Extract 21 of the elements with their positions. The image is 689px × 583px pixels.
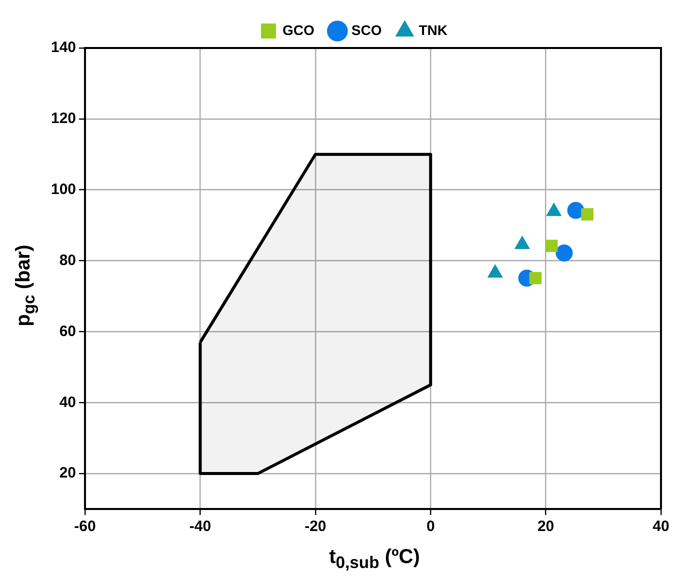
x-tick-label: -20 (304, 518, 326, 536)
legend-label: TNK (418, 22, 448, 38)
y-tick-label: 120 (50, 110, 76, 128)
y-tick-label: 140 (50, 39, 76, 56)
x-tick-label: -40 (189, 518, 212, 536)
point (545, 240, 558, 252)
y-tick-label: 100 (50, 180, 76, 198)
x-tick-label: 20 (537, 518, 554, 536)
point (556, 244, 573, 262)
x-axis-title: t$_{0,sub}$ (ºC) (328, 546, 421, 573)
point (529, 272, 542, 284)
legend-label: GCO (282, 22, 314, 38)
y-tick-label: 20 (59, 464, 76, 482)
x-tick-label: 0 (426, 518, 435, 536)
x-tick-label: -60 (74, 518, 96, 536)
x-tick-label: 40 (652, 518, 670, 536)
y-tick-label: 60 (59, 322, 76, 340)
y-tick-label: 80 (59, 252, 76, 269)
y-tick-label: 40 (59, 394, 76, 411)
point (581, 208, 594, 220)
legend-label: SCO (351, 22, 382, 38)
